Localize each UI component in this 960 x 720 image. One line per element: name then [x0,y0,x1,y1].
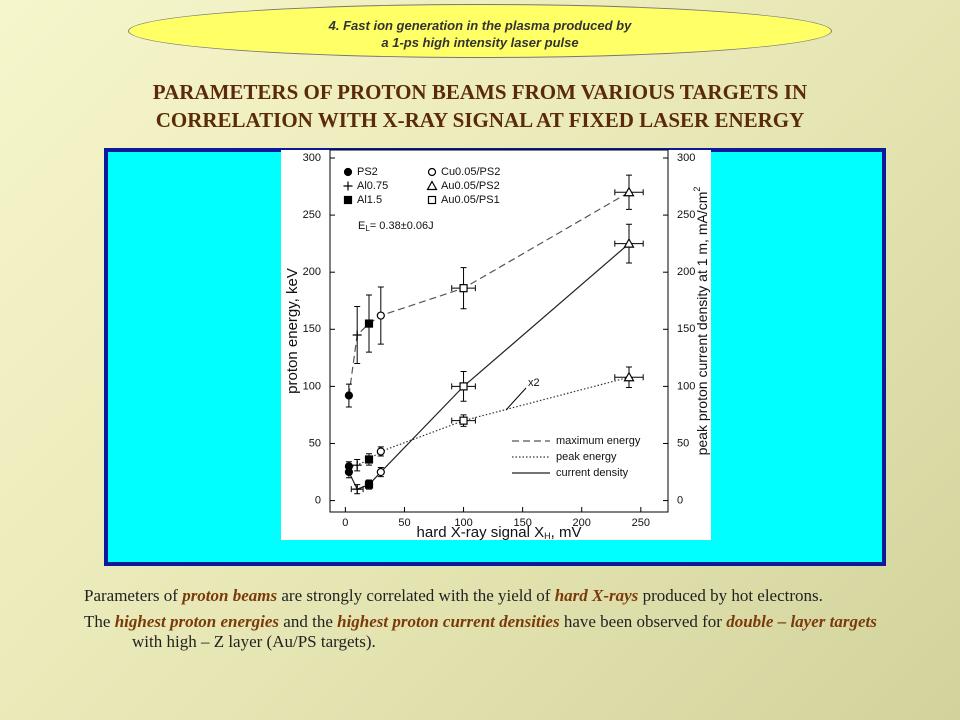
legend-label: current density [556,467,629,479]
y-tick-label: 0 [315,494,321,506]
text-run: have been observed for [559,612,727,631]
marker [364,319,374,328]
y-tick-label: 300 [303,152,321,164]
banner-line: a 1-ps high intensity laser pulse [381,35,579,50]
text-run: are strongly correlated with the yield o… [277,586,555,605]
text-run: The [84,612,115,631]
legend-label: Au0.05/PS1 [441,194,500,206]
legend-label: peak energy [556,451,617,463]
legend-marker [343,167,353,177]
title-line: PARAMETERS OF PROTON BEAMS FROM VARIOUS … [152,80,808,104]
label-part: peak proton current density at 1 m, mA/c… [694,192,710,456]
paragraph: Parameters of proton beams are strongly … [76,586,886,606]
marker [352,330,362,340]
x-tick-label: 50 [398,517,410,529]
legend-label: PS2 [357,166,378,178]
label-part: = 0.38±0.06J [370,220,434,232]
emphasis: hard X-rays [554,586,639,605]
marker [623,186,635,197]
marker [364,480,374,489]
x-tick-label: 100 [454,517,472,529]
annotation-pointer [505,387,527,411]
marker [376,311,385,320]
label-part: H [544,531,551,541]
marker [352,484,362,494]
y2-tick-label: 300 [677,152,695,164]
body-text: Parameters of proton beams are strongly … [76,586,886,658]
legend-marker [427,167,437,177]
marker [623,237,635,248]
label-part: hard X-ray signal X [417,524,545,541]
y-tick-label: 50 [309,437,321,449]
legend-label: Al0.75 [357,180,388,192]
legend-label: Cu0.05/PS2 [441,166,500,178]
emphasis: highest proton current densities [337,612,560,631]
x-axis-label: hard X-ray signal XH, mV [417,524,582,541]
marker [364,455,374,464]
marker [344,467,354,477]
y-tick-label: 200 [303,266,321,278]
x-tick-label: 250 [632,517,650,529]
text-run: produced by hot electrons. [638,586,823,605]
chart-background [281,150,711,540]
label-part: E [358,220,365,232]
y-tick-label: 250 [303,209,321,221]
y2-tick-label: 250 [677,209,695,221]
marker [376,467,385,477]
title-line: CORRELATION WITH X-RAY SIGNAL AT FIXED L… [155,108,805,132]
y-tick-label: 100 [303,380,321,392]
emphasis: highest proton energies [114,612,280,631]
legend-label: Au0.05/PS2 [441,180,500,192]
label-part: L [365,224,370,233]
legend-marker [343,195,353,205]
marker [459,416,468,425]
y2-tick-label: 0 [677,494,683,506]
annotation: x2 [528,377,540,389]
series-line [348,376,630,467]
marker [352,460,362,470]
series-line [348,243,630,490]
x-tick-label: 0 [342,517,348,529]
banner: 4. Fast ion generation in the plasma pro… [128,4,832,58]
marker [376,447,385,456]
text-run: with high – Z layer (Au/PS targets). [132,632,376,651]
emphasis: double – layer targets [726,612,877,631]
y2-tick-label: 100 [677,380,695,392]
marker [459,284,468,293]
plot-area [329,149,669,513]
legend-marker [427,195,437,205]
legend-label: Al1.5 [357,194,382,206]
y-tick-label: 150 [303,323,321,335]
marker [344,391,354,400]
marker [459,382,468,391]
y2-tick-label: 150 [677,323,695,335]
y2-axis-label: peak proton current density at 1 m, mA/c… [692,187,709,456]
paragraph: The highest proton energies and the high… [76,612,886,652]
legend-label: maximum energy [556,435,641,447]
series-line [348,191,630,396]
legend-marker [343,181,353,191]
marker [623,371,635,382]
legend-marker [426,180,438,191]
text-run: and the [279,612,338,631]
y2-tick-label: 50 [677,437,689,449]
text-run: Parameters of [84,586,183,605]
banner-line: 4. Fast ion generation in the plasma pro… [328,18,632,33]
y2-tick-label: 200 [677,266,695,278]
y-axis-label: proton energy, keV [284,268,301,394]
x-tick-label: 150 [513,517,531,529]
annotation: EL= 0.38±0.06J [358,220,434,233]
x-tick-label: 200 [573,517,591,529]
slide-title: PARAMETERS OF PROTON BEAMS FROM VARIOUS … [0,78,960,134]
label-part: , mV [551,524,582,541]
label-part: 2 [692,187,702,192]
emphasis: proton beams [182,586,278,605]
